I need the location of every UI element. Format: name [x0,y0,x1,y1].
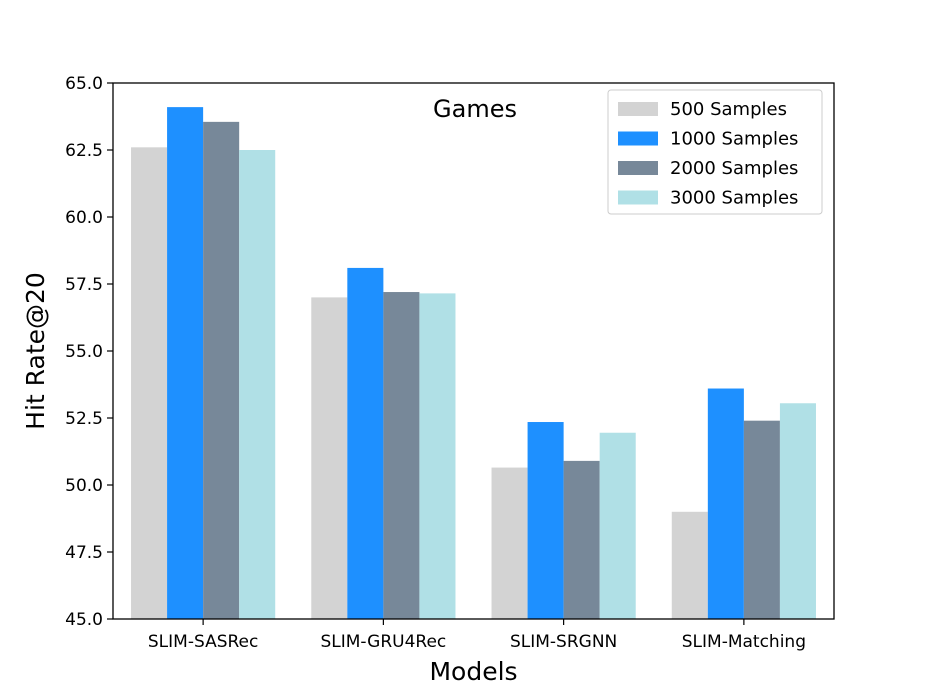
bar-slim-matching-500-samples [671,511,708,619]
y-tick-label: 52.5 [65,409,103,429]
y-tick-label: 65.0 [65,74,103,94]
y-axis: 45.0 47.5 50.0 52.5 55.0 57.5 60.0 62.5 65.0 [65,74,113,630]
bar-slim-srgnn-3000-samples [599,432,636,619]
bar-slim-matching-2000-samples [743,420,780,619]
bar-slim-srgnn-2000-samples [563,460,600,619]
y-tick-label: 62.5 [65,141,103,161]
x-tick-label: SLIM-GRU4Rec [320,632,446,652]
bar-slim-gru4rec-2000-samples [383,292,420,619]
y-tick-label: 60.0 [65,208,103,228]
y-tick-label: 57.5 [65,275,103,295]
legend-box [607,89,823,215]
bar-slim-sasrec-1000-samples [167,107,204,620]
legend-label: 2000 Samples [670,158,798,179]
bar-slim-gru4rec-1000-samples [347,267,384,619]
bar-slim-srgnn-1000-samples [527,422,564,619]
bar-slim-sasrec-2000-samples [203,121,240,620]
bar-slim-srgnn-500-samples [491,467,528,619]
legend-label: 1000 Samples [670,129,798,150]
x-tick-label: SLIM-SASRec [148,632,258,652]
bar-slim-sasrec-3000-samples [239,150,276,619]
legend: 500 Samples 1000 Samples 2000 Samples 3000 … [607,89,823,215]
bars-group [131,107,816,620]
x-tick-label: SLIM-SRGNN [510,632,617,652]
bar-slim-gru4rec-500-samples [311,297,348,619]
x-axis: SLIM-SASRec SLIM-GRU4Rec SLIM-SRGNN SLIM-Ma… [148,619,806,652]
chart-title: Games [433,95,517,123]
y-tick-label: 47.5 [65,543,103,563]
x-tick-label: SLIM-Matching [682,632,806,652]
bar-slim-matching-3000-samples [779,403,816,619]
y-tick-label: 50.0 [65,476,103,496]
y-axis-title: Hit Rate@20 [21,272,50,430]
legend-swatch [618,131,658,146]
y-tick-label: 45.0 [65,610,103,630]
bar-slim-sasrec-500-samples [131,147,168,619]
legend-swatch [618,102,658,116]
legend-swatch [618,190,658,205]
plot-frame [112,82,835,620]
legend-label: 500 Samples [670,99,787,120]
legend-label: 3000 Samples [670,188,798,209]
x-axis-title: Models [429,657,517,686]
bar-slim-gru4rec-3000-samples [419,293,456,619]
bar-slim-matching-1000-samples [707,388,744,619]
legend-swatch [618,161,658,175]
y-tick-label: 55.0 [65,342,103,362]
